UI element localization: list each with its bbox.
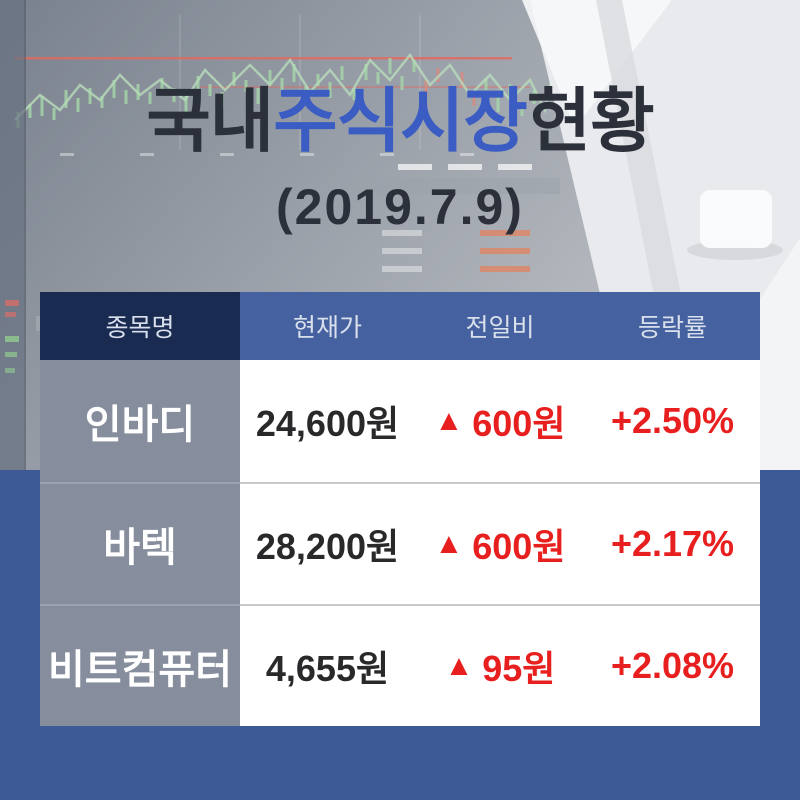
stock-name-cell: 바텍 <box>40 482 240 604</box>
column-header-stock-name: 종목명 <box>40 292 240 360</box>
stock-name-cell: 비트컴퓨터 <box>40 604 240 726</box>
red-reference-line <box>14 57 512 60</box>
day-change-cell: ▲ 600원 <box>415 360 585 482</box>
up-triangle-icon: ▲ <box>434 404 464 437</box>
table-header-row: 종목명 현재가 전일비 등락률 <box>40 292 760 360</box>
stock-name-cell: 인바디 <box>40 360 240 482</box>
cup-on-desk-graphic <box>687 190 783 260</box>
title-part-domestic: 국내 <box>146 82 274 160</box>
change-amount: 95원 <box>482 648 556 689</box>
change-rate-cell: +2.50% <box>585 360 760 482</box>
up-triangle-icon: ▲ <box>434 527 464 560</box>
quote-ticker-graphic <box>398 164 532 170</box>
day-change-cell: ▲ 95원 <box>415 604 585 726</box>
bezel-indicator-dots <box>5 300 19 373</box>
change-rate-cell: +2.17% <box>585 482 760 604</box>
page-title: 국내주식시장현황 <box>0 86 800 156</box>
up-triangle-icon: ▲ <box>444 649 474 682</box>
table-row: 바텍 28,200원 ▲ 600원 +2.17% <box>40 482 760 604</box>
stock-table: 종목명 현재가 전일비 등락률 인바디 24,600원 ▲ 600원 +2.50%… <box>40 292 760 726</box>
title-part-status: 현황 <box>526 82 655 160</box>
day-change-cell: ▲ 600원 <box>415 482 585 604</box>
column-header-change-rate: 등락률 <box>585 292 760 360</box>
current-price-cell: 4,655원 <box>240 604 415 726</box>
column-header-current-price: 현재가 <box>240 292 415 360</box>
column-header-day-change: 전일비 <box>415 292 585 360</box>
current-price-cell: 28,200원 <box>240 482 415 604</box>
monitor-bezel <box>0 0 24 470</box>
change-amount: 600원 <box>472 526 566 567</box>
table-row: 비트컴퓨터 4,655원 ▲ 95원 +2.08% <box>40 604 760 726</box>
report-date: (2019.7.9) <box>276 179 524 235</box>
change-amount: 600원 <box>472 403 566 444</box>
table-row: 인바디 24,600원 ▲ 600원 +2.50% <box>40 360 760 482</box>
change-rate-cell: +2.08% <box>585 604 760 726</box>
title-part-stock-market: 주식시장 <box>273 82 528 160</box>
current-price-cell: 24,600원 <box>240 360 415 482</box>
